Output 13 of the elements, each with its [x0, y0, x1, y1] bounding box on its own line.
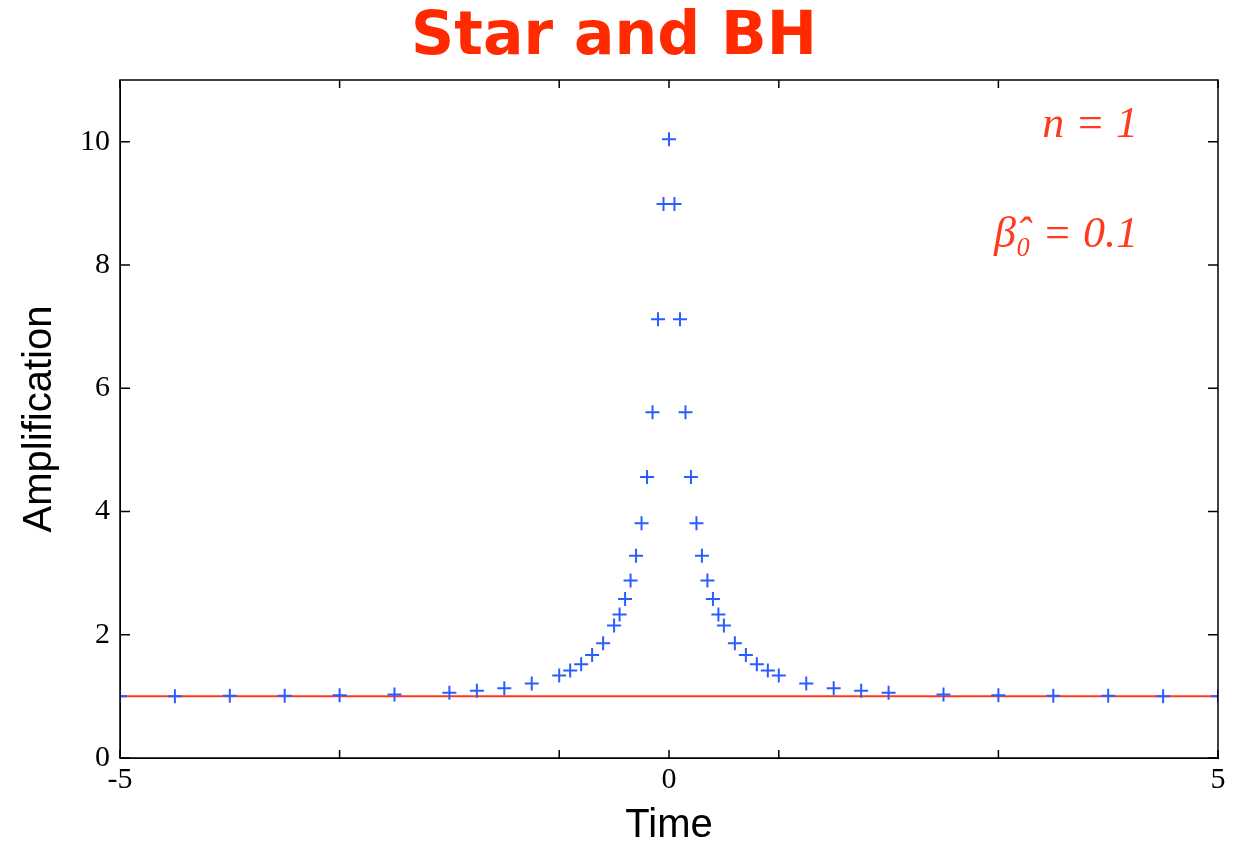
y-tick-label: 4 [95, 492, 110, 526]
annotation: n = 1 [1042, 97, 1138, 147]
y-tick-label: 8 [95, 245, 110, 279]
y-tick-label: 10 [80, 122, 110, 156]
y-tick-label: 2 [95, 615, 110, 649]
x-tick-label: 5 [1210, 760, 1226, 794]
y-tick-label: 6 [95, 369, 110, 403]
y-tick-label: 0 [95, 738, 110, 772]
chart-title: Star and BH [411, 0, 817, 68]
x-axis-title: Time [625, 801, 713, 846]
annotation: β̂₀ = 0.1 [993, 207, 1138, 257]
y-axis-title: Amplification [15, 305, 60, 533]
x-tick-label: 0 [661, 760, 677, 794]
